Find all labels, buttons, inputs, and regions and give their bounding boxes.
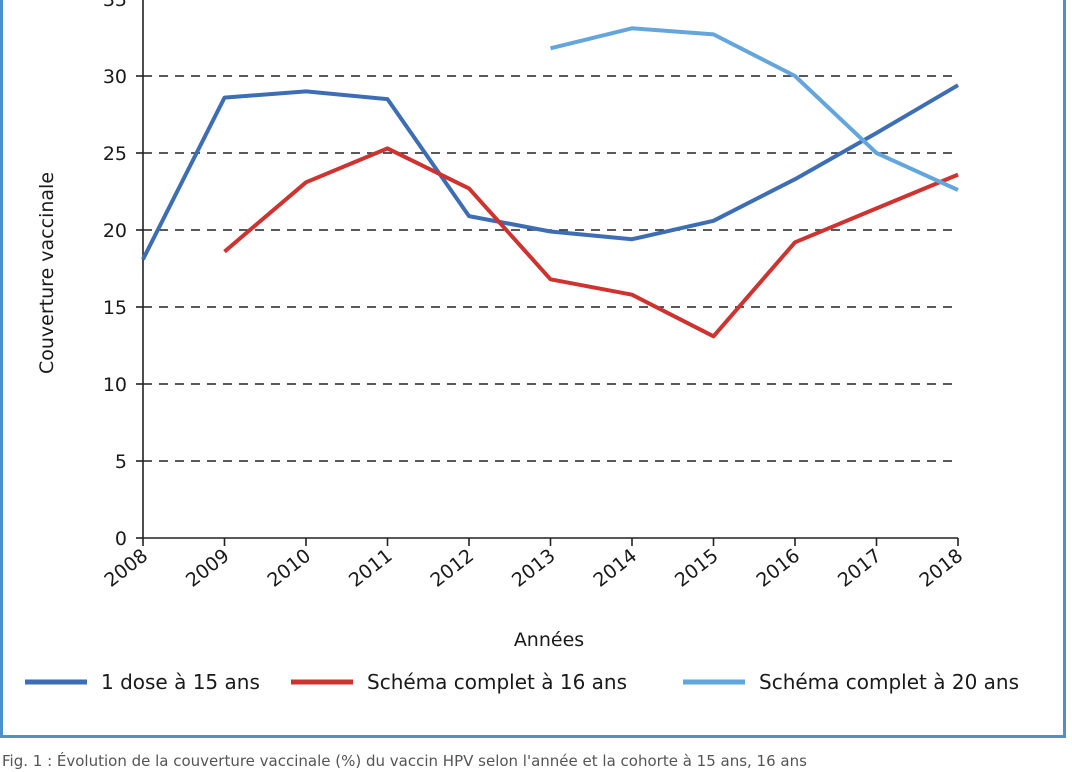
x-tick-labels: 2008 2009 2010 2011 2012 2013 2014 2015 2016 2017… bbox=[100, 538, 967, 592]
x-tick-label: 2016 bbox=[752, 545, 804, 592]
x-tick-label: 2012 bbox=[426, 545, 478, 592]
y-tick-label: 30 bbox=[103, 66, 127, 88]
x-tick-label: 2017 bbox=[834, 545, 886, 592]
y-tick-label: 35 bbox=[103, 0, 127, 11]
series-line-2 bbox=[223, 146, 959, 339]
series-lines bbox=[141, 26, 960, 339]
series-line-1 bbox=[141, 83, 960, 261]
x-tick-label: 2015 bbox=[671, 545, 723, 592]
chart-frame: 0 5 10 15 20 25 30 35 2008 2009 2010 2011 2012 2013 2… bbox=[0, 0, 1066, 738]
series-line-3 bbox=[550, 26, 959, 192]
x-tick-label: 2010 bbox=[263, 545, 315, 592]
y-tick-label: 0 bbox=[115, 528, 127, 550]
y-tick-label: 15 bbox=[103, 297, 127, 319]
figure-caption: Fig. 1 : Évolution de la couverture vacc… bbox=[2, 752, 807, 770]
y-tick-label: 10 bbox=[103, 374, 127, 396]
x-tick-label: 2008 bbox=[100, 545, 152, 592]
legend: 1 dose à 15 ans Schéma complet à 16 ans Sc… bbox=[25, 670, 1019, 694]
x-tick-label: 2018 bbox=[915, 545, 967, 592]
y-axis-label: Couverture vaccinale bbox=[36, 172, 58, 374]
legend-label: 1 dose à 15 ans bbox=[101, 670, 260, 694]
x-tick-label: 2013 bbox=[508, 545, 560, 592]
axes bbox=[142, 0, 958, 539]
gridlines bbox=[143, 75, 958, 462]
x-tick-label: 2011 bbox=[345, 545, 397, 592]
y-tick-label: 25 bbox=[103, 143, 127, 165]
y-tick-label: 5 bbox=[115, 451, 127, 473]
x-axis-label: Années bbox=[514, 629, 584, 651]
y-tick-labels: 0 5 10 15 20 25 30 35 bbox=[103, 0, 143, 550]
y-tick-label: 20 bbox=[103, 220, 127, 242]
x-tick-label: 2014 bbox=[589, 545, 641, 592]
legend-label: Schéma complet à 20 ans bbox=[759, 670, 1019, 694]
legend-label: Schéma complet à 16 ans bbox=[367, 670, 627, 694]
x-tick-label: 2009 bbox=[182, 545, 234, 592]
